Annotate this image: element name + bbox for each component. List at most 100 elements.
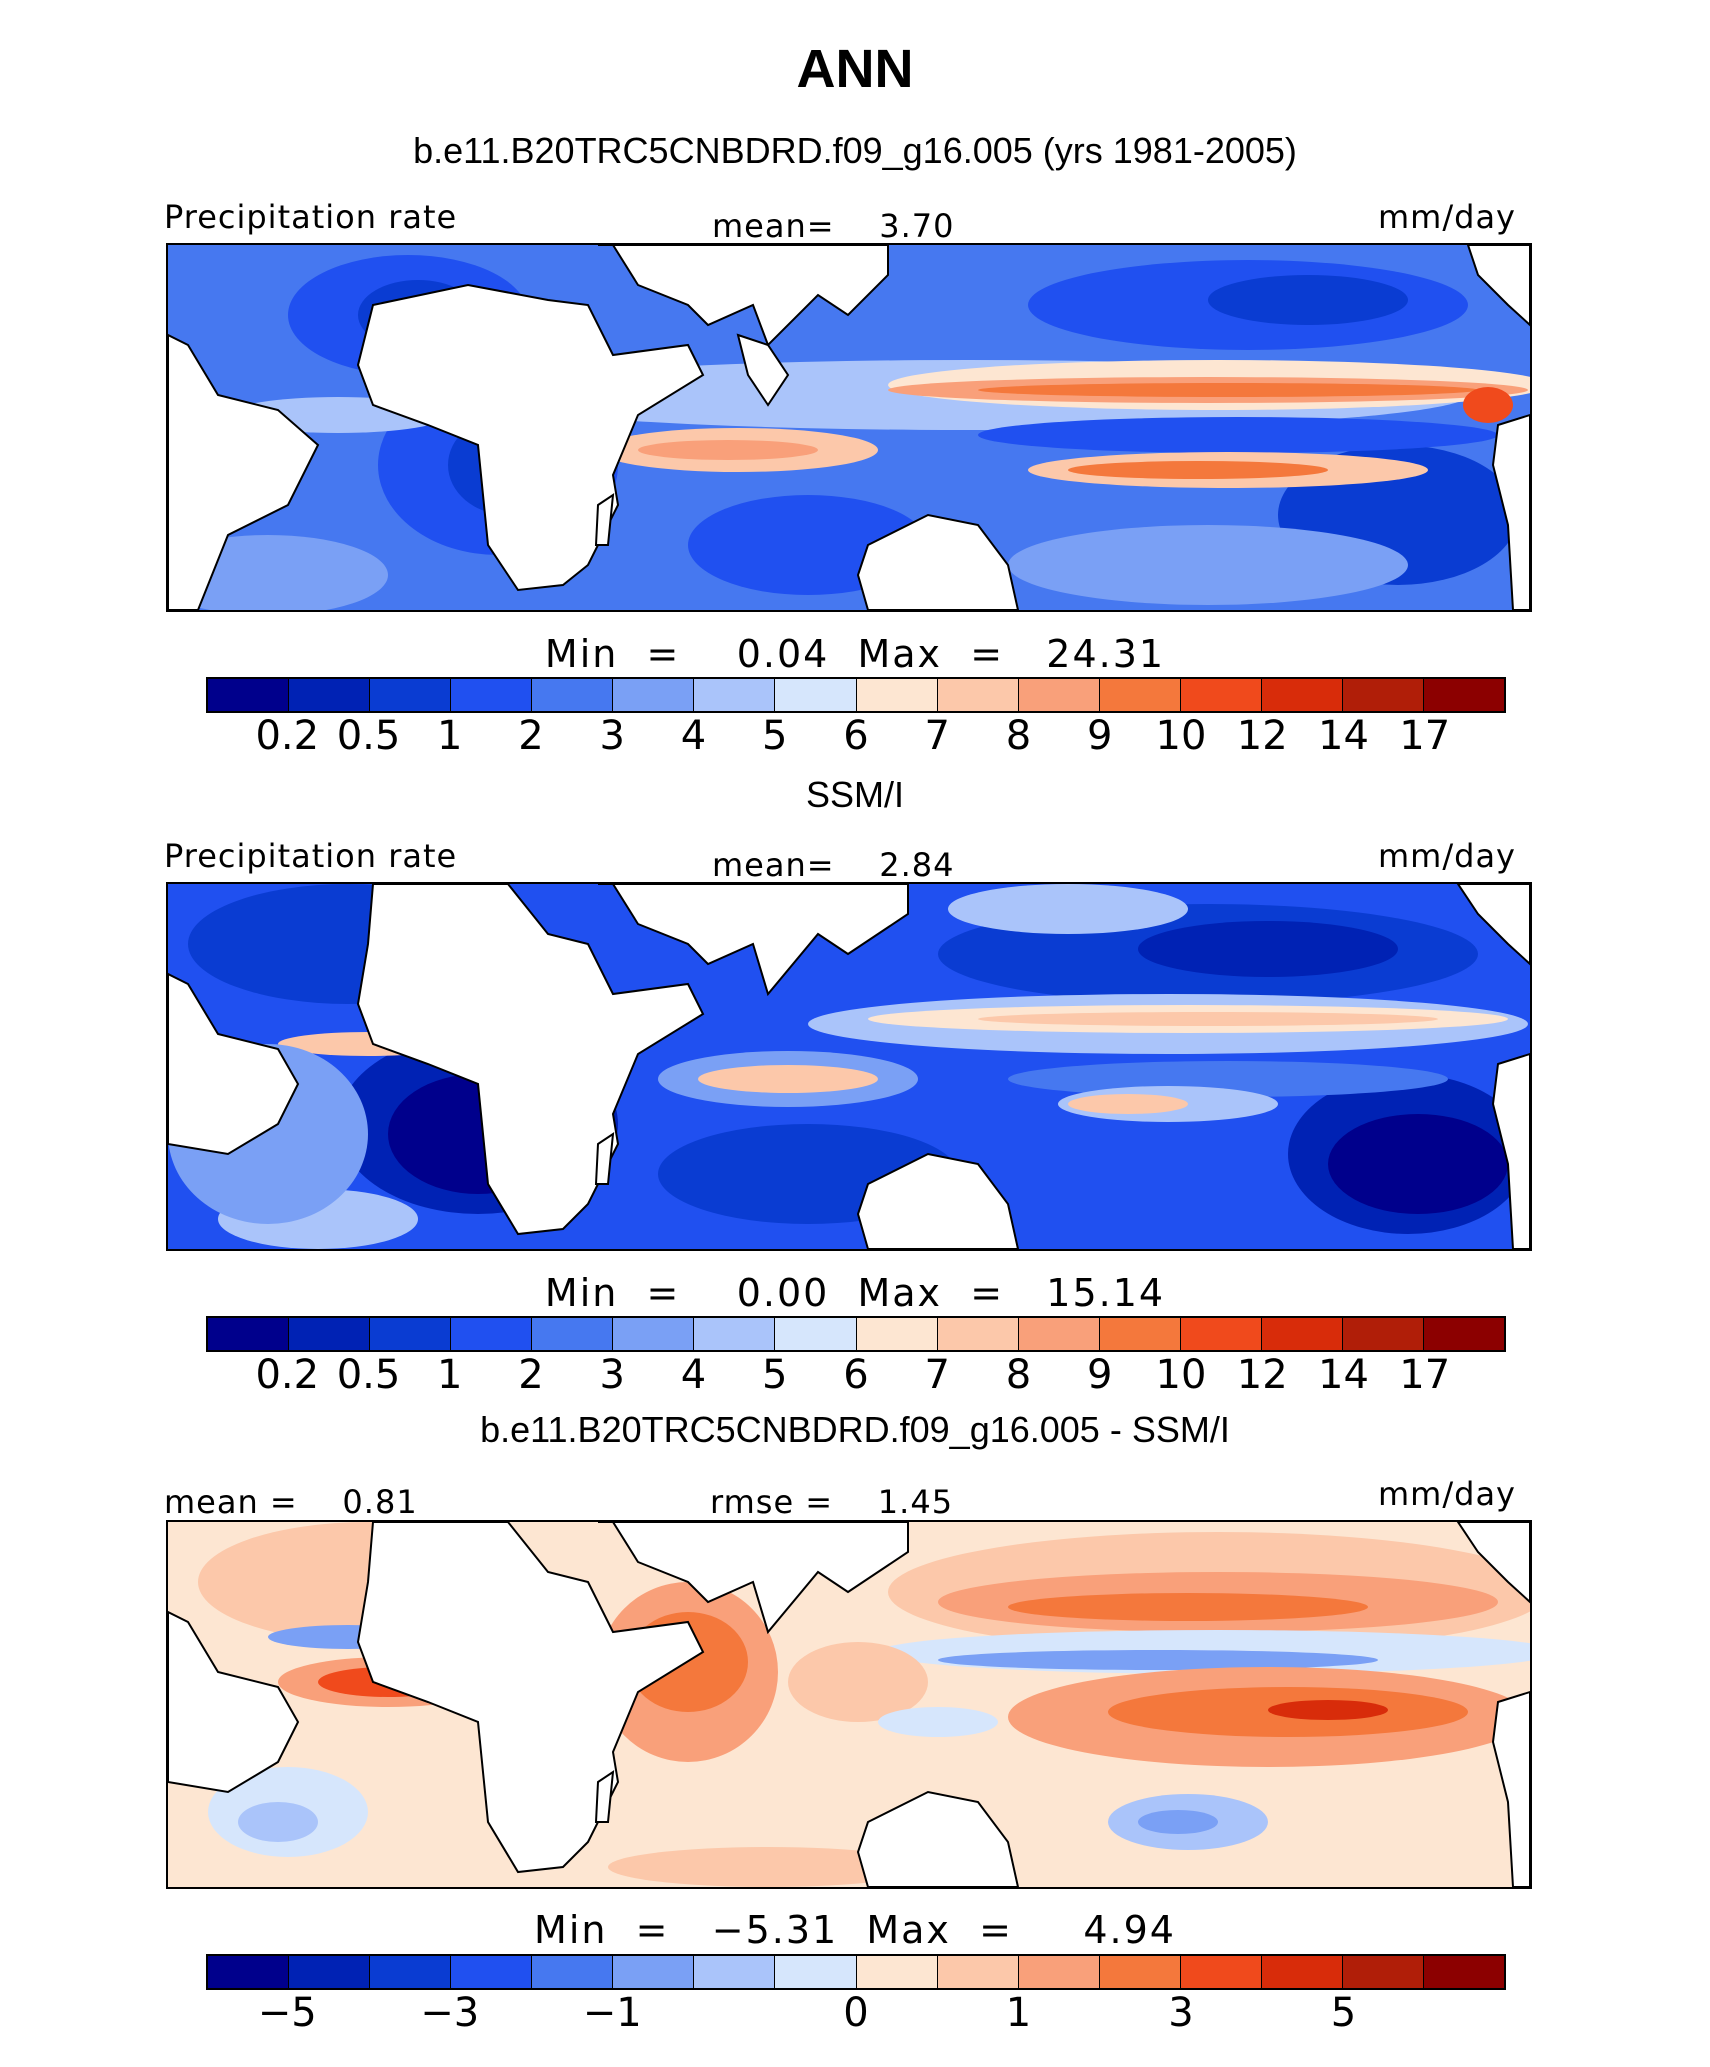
panel-1-max-value: 24.31 [1046, 632, 1166, 676]
panel-3-mean-label: mean = 0.81 [164, 1483, 418, 1521]
colorbar-swatch [613, 1956, 695, 1988]
colorbar-swatch [1423, 1318, 1504, 1350]
colorbar-tick-label: 17 [1399, 713, 1451, 759]
colorbar-swatch [937, 1318, 1019, 1350]
colorbar-swatch [370, 1318, 452, 1350]
panel-3-max-value: 4.94 [1083, 1908, 1176, 1952]
colorbar-tick-label: 1 [437, 713, 463, 759]
panel-1-heading: b.e11.B20TRC5CNBDRD.f09_g16.005 (yrs 198… [413, 130, 1297, 171]
panel-2-variable-label: Precipitation rate [164, 837, 458, 875]
colorbar-tick-label: −1 [582, 1990, 642, 2036]
colorbar-swatch [613, 1318, 695, 1350]
colorbar-tick-label: 0.5 [336, 1352, 401, 1398]
panel-1-colorbar [206, 677, 1506, 713]
colorbar-swatch [1261, 1318, 1343, 1350]
colorbar-swatch [856, 1956, 938, 1988]
colorbar-tick-label: 5 [762, 1352, 788, 1398]
colorbar-swatch [532, 1318, 614, 1350]
colorbar-swatch [1099, 1318, 1181, 1350]
colorbar-tick-label: 1 [1005, 1990, 1032, 2036]
colorbar-tick-label: −3 [420, 1990, 480, 2036]
colorbar-swatch [1180, 1956, 1262, 1988]
colorbar-tick-label: 6 [843, 1352, 869, 1398]
colorbar-swatch [289, 1318, 371, 1350]
panel-2-min-value: 0.00 [736, 1271, 830, 1315]
colorbar-swatch [613, 679, 695, 711]
colorbar-swatch [208, 1956, 290, 1988]
colorbar-tick-label: 7 [924, 1352, 950, 1398]
colorbar-swatch [1342, 679, 1424, 711]
colorbar-tick-label: 3 [599, 713, 625, 759]
colorbar-tick-label: 0.2 [255, 1352, 320, 1398]
colorbar-swatch [1018, 679, 1100, 711]
colorbar-swatch [532, 1956, 614, 1988]
panel-1-mean-label: mean= 3.70 [712, 207, 955, 245]
colorbar-tick-label: 8 [1005, 713, 1032, 759]
colorbar-tick-label: 4 [680, 1352, 707, 1398]
panel-2-max-value: 15.14 [1046, 1271, 1166, 1315]
panel-1-min-value: 0.04 [736, 632, 830, 676]
panel-2-heading: SSM/I [805, 774, 904, 815]
colorbar-swatch [370, 679, 452, 711]
panel-2-contour-field [168, 884, 1530, 1249]
colorbar-swatch [1342, 1956, 1424, 1988]
colorbar-tick-label: 2 [518, 713, 544, 759]
colorbar-swatch [1261, 1956, 1343, 1988]
colorbar-swatch [694, 679, 776, 711]
panel-3-min-value: −5.31 [711, 1908, 839, 1952]
colorbar-tick-label: 4 [680, 713, 707, 759]
panel-3-max-label: Max [866, 1908, 951, 1952]
panel-2-mean-label: mean= 2.84 [712, 846, 955, 884]
panel-2-colorbar [206, 1316, 1506, 1352]
colorbar-tick-label: 5 [762, 713, 788, 759]
panel-1-min-max: Min = 0.04 Max = 24.31 [544, 632, 1166, 676]
colorbar-tick-label: 12 [1236, 1352, 1288, 1398]
colorbar-swatch [1423, 679, 1504, 711]
colorbar-swatch [937, 679, 1019, 711]
figure-title: ANN [796, 39, 914, 99]
colorbar-swatch [1261, 679, 1343, 711]
colorbar-swatch [451, 1956, 533, 1988]
colorbar-swatch [856, 1318, 938, 1350]
panel-3-map [166, 1520, 1532, 1889]
panel-2-min-max: Min = 0.00 Max = 15.14 [544, 1271, 1166, 1315]
colorbar-tick-label: 12 [1236, 713, 1288, 759]
colorbar-swatch [1180, 679, 1262, 711]
panel-1-colorbar-ticks: 0.2 0.5 1 2 3 4 5 6 7 8 9 10 12 14 17 [206, 713, 1506, 763]
colorbar-tick-label: 0.2 [255, 713, 320, 759]
colorbar-swatch [694, 1318, 776, 1350]
panel-3-rmse-label: rmse = 1.45 [710, 1483, 954, 1521]
colorbar-swatch [208, 679, 290, 711]
colorbar-tick-label: 9 [1087, 713, 1113, 759]
colorbar-swatch [1018, 1956, 1100, 1988]
colorbar-swatch [1342, 1318, 1424, 1350]
colorbar-swatch [1099, 679, 1181, 711]
panel-2-min-label: Min [544, 1271, 619, 1315]
panel-2-map [166, 882, 1532, 1251]
colorbar-tick-label: 2 [518, 1352, 544, 1398]
colorbar-swatch [451, 679, 533, 711]
panel-1-contour-field [168, 245, 1530, 610]
colorbar-swatch [289, 679, 371, 711]
colorbar-swatch [1423, 1956, 1504, 1988]
panel-1-max-label: Max [857, 632, 943, 676]
colorbar-tick-label: 1 [437, 1352, 463, 1398]
panel-3-colorbar [206, 1954, 1506, 1990]
colorbar-tick-label: 7 [924, 713, 950, 759]
colorbar-swatch [451, 1318, 533, 1350]
panel-3-heading: b.e11.B20TRC5CNBDRD.f09_g16.005 - SSM/I [480, 1409, 1230, 1450]
colorbar-swatch [937, 1956, 1019, 1988]
colorbar-swatch [856, 679, 938, 711]
panel-1-map [166, 243, 1532, 612]
panel-3-colorbar-ticks: −5 −3 −1 0 1 3 5 [206, 1990, 1506, 2040]
colorbar-tick-label: 14 [1318, 713, 1369, 759]
colorbar-tick-label: 0 [843, 1990, 869, 2036]
panel-1-variable-label: Precipitation rate [164, 198, 458, 236]
colorbar-swatch [775, 1956, 857, 1988]
colorbar-tick-label: 10 [1155, 713, 1207, 759]
colorbar-swatch [532, 679, 614, 711]
panel-1-units-label: mm/day [1378, 198, 1516, 236]
colorbar-swatch [1099, 1956, 1181, 1988]
colorbar-swatch [208, 1318, 290, 1350]
colorbar-tick-label: 8 [1005, 1352, 1032, 1398]
